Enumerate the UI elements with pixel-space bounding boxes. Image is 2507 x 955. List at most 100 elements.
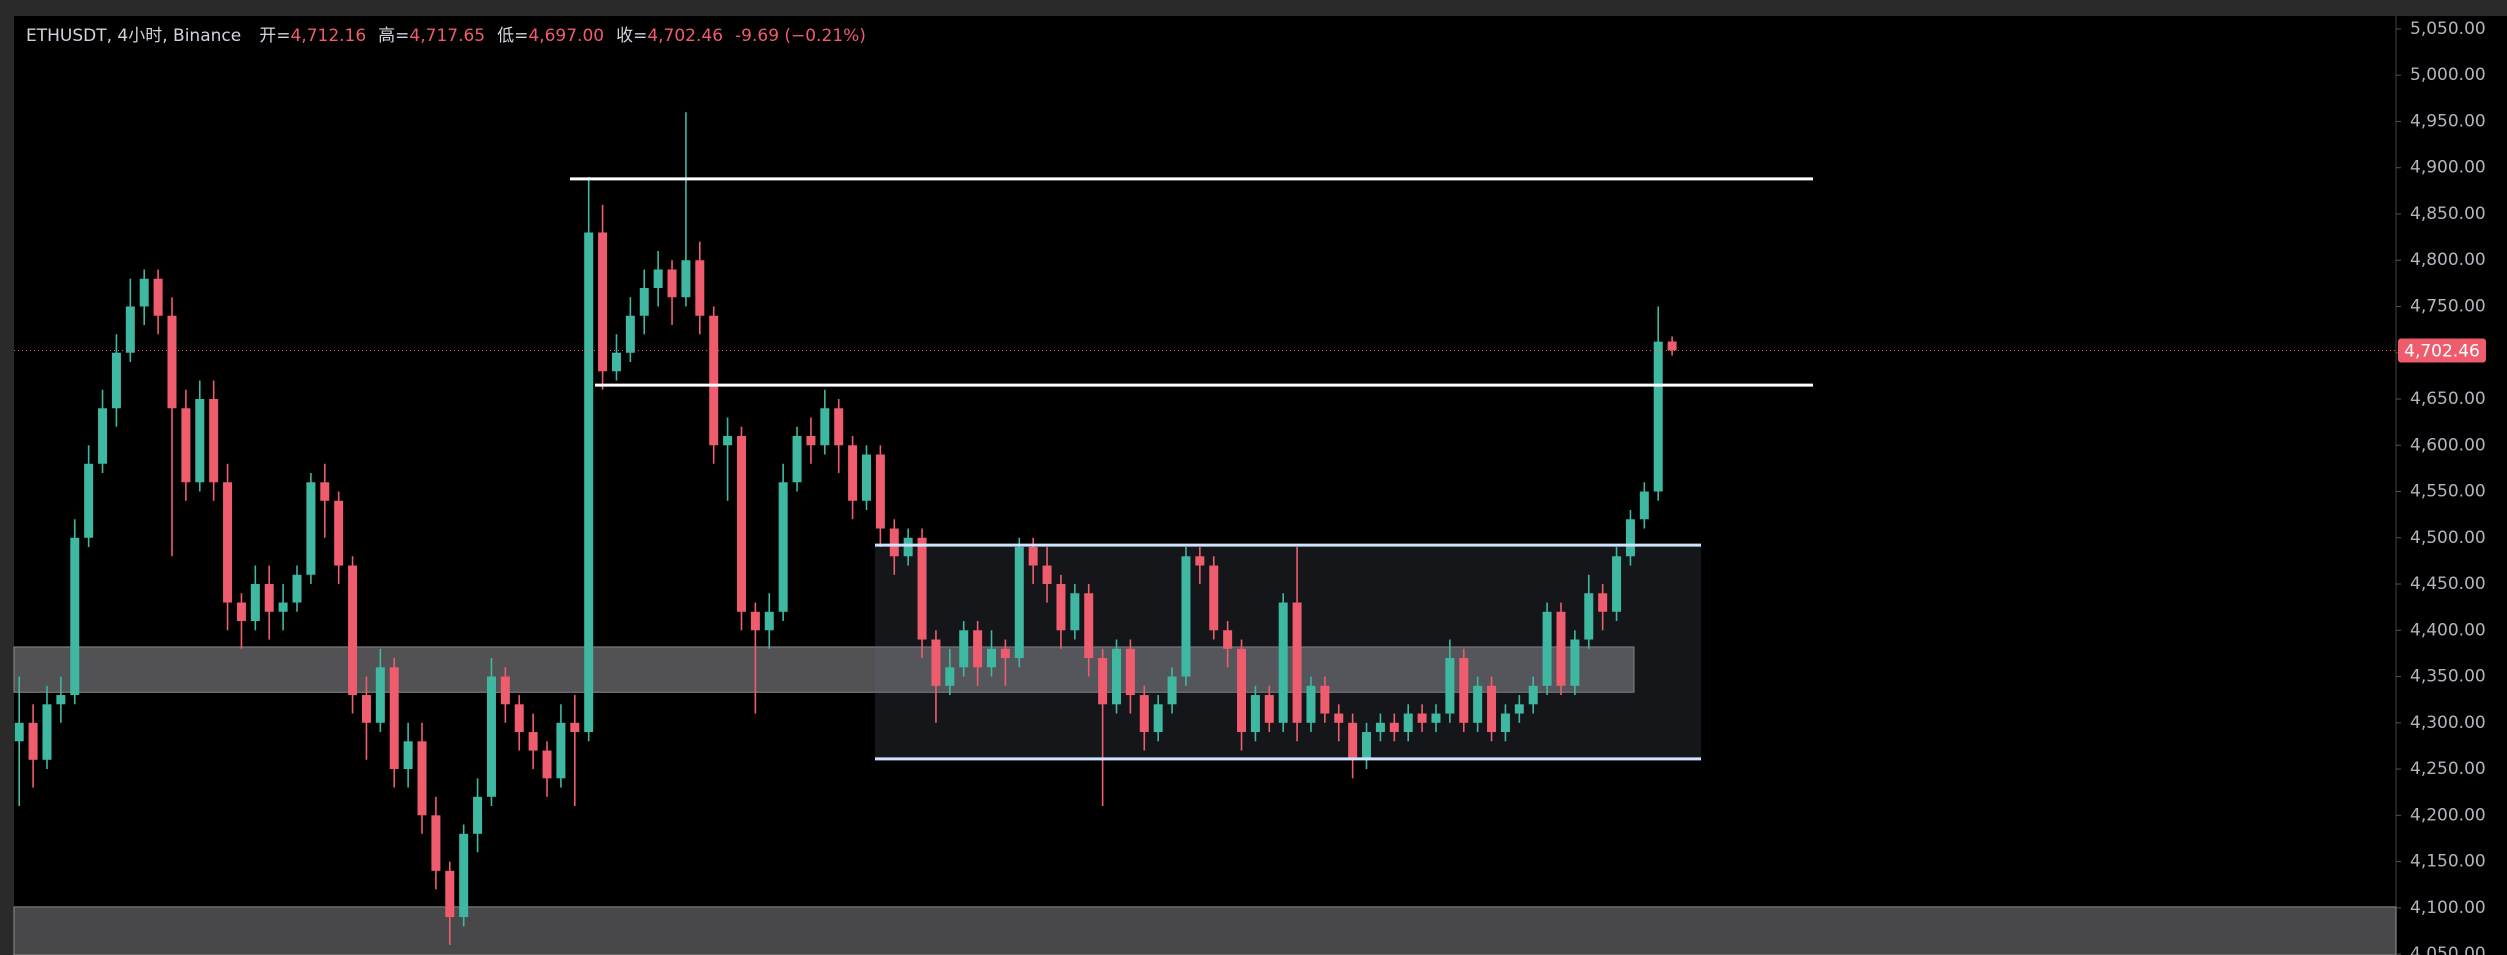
header-text: 收=: [616, 26, 647, 46]
candle-body: [223, 482, 233, 603]
y-tick-label: 4,400.00: [2410, 620, 2486, 640]
y-tick-label: 4,200.00: [2410, 805, 2486, 825]
candle-body: [625, 315, 635, 353]
candle-body: [695, 260, 705, 316]
candle-body: [195, 399, 205, 483]
header-text: 高=: [378, 26, 409, 46]
candle-body: [514, 704, 524, 733]
candle-body: [1528, 685, 1538, 705]
plot-area: [14, 16, 2396, 955]
y-tick-label: 4,350.00: [2410, 667, 2486, 687]
candle-body: [598, 232, 608, 372]
candle-body: [875, 454, 885, 529]
zone: [13, 646, 1635, 693]
candle-body: [570, 722, 580, 733]
candle-body: [1514, 704, 1524, 714]
candle-body: [139, 278, 149, 307]
y-tick-label: 4,150.00: [2410, 852, 2486, 872]
candle-body: [542, 750, 552, 779]
last-price-box: [2398, 338, 2486, 363]
y-tick-label: 4,800.00: [2410, 250, 2486, 270]
candle-body: [861, 454, 871, 501]
header-text: 低=: [497, 26, 528, 46]
candle-body: [1612, 556, 1622, 612]
candle-body: [1431, 713, 1441, 723]
candle-body: [84, 463, 94, 538]
candle-body: [1653, 341, 1663, 492]
candle-body: [1292, 602, 1302, 723]
candle-body: [42, 704, 52, 760]
candle-body: [1042, 565, 1052, 585]
candle-body: [1084, 593, 1094, 659]
candle-body: [125, 306, 135, 353]
candle-body: [431, 815, 441, 871]
candle-body: [98, 408, 108, 464]
candle-body: [70, 537, 80, 696]
zone: [13, 906, 2397, 955]
candle-body: [320, 482, 330, 501]
y-tick-label: 4,850.00: [2410, 204, 2486, 224]
candle-body: [1278, 602, 1288, 723]
candle-body: [1139, 695, 1149, 733]
candle-body: [709, 315, 719, 446]
candle-body: [500, 676, 510, 705]
candle-body: [167, 315, 177, 409]
candle-body: [917, 537, 927, 640]
candle-body: [1334, 713, 1344, 723]
candle-body: [1237, 648, 1247, 733]
header-text: 4,712.16: [290, 26, 366, 46]
candle-body: [1556, 611, 1566, 686]
y-tick-label: 4,550.00: [2410, 482, 2486, 502]
candle-body: [292, 574, 302, 603]
candle-body: [14, 722, 24, 742]
candle-body: [959, 630, 969, 668]
candle-body: [1056, 584, 1066, 631]
candle-body: [889, 528, 899, 557]
candle-body: [1181, 556, 1191, 677]
candle-body: [903, 537, 913, 557]
candle-body: [945, 667, 955, 686]
candle-body: [584, 232, 594, 733]
candle-body: [1264, 695, 1274, 723]
candle-body: [278, 602, 288, 612]
candle-body: [1570, 639, 1580, 686]
candle-body: [334, 500, 344, 566]
candle-body: [486, 676, 496, 797]
last-price-label: 4,702.46: [2404, 341, 2480, 361]
candle-body: [1389, 722, 1399, 733]
candle-body: [723, 436, 733, 446]
y-tick-label: 5,000.00: [2410, 65, 2486, 85]
candle-body: [973, 630, 983, 668]
candle-body: [1320, 685, 1330, 714]
candle-body: [389, 667, 399, 770]
y-tick-label: 4,250.00: [2410, 759, 2486, 779]
candle-body: [750, 611, 760, 631]
candle-body: [28, 722, 38, 760]
candle-body: [611, 352, 621, 372]
header-text: 4,697.00: [528, 26, 604, 46]
header-text: 开=: [259, 26, 290, 46]
candle-body: [1445, 658, 1455, 714]
candle-body: [153, 278, 163, 316]
candle-body: [1014, 547, 1024, 659]
candle-body: [1459, 658, 1469, 723]
candle-body: [375, 667, 385, 723]
candle-body: [1125, 648, 1135, 696]
candle-body: [264, 584, 274, 612]
candle-body: [736, 436, 746, 612]
candle-body: [987, 648, 996, 668]
candle-body: [1362, 732, 1372, 760]
candle-body: [417, 741, 427, 816]
candle-body: [639, 287, 649, 316]
candle-body: [1070, 593, 1080, 631]
candle-body: [1195, 556, 1205, 566]
candle-body: [1584, 593, 1594, 640]
candle-body: [1542, 611, 1552, 686]
candle-body: [250, 584, 260, 622]
candle-body: [1000, 648, 1010, 659]
candle-body: [306, 482, 316, 575]
candle-body: [806, 436, 816, 446]
y-tick-label: 4,450.00: [2410, 574, 2486, 594]
candle-body: [764, 611, 774, 631]
